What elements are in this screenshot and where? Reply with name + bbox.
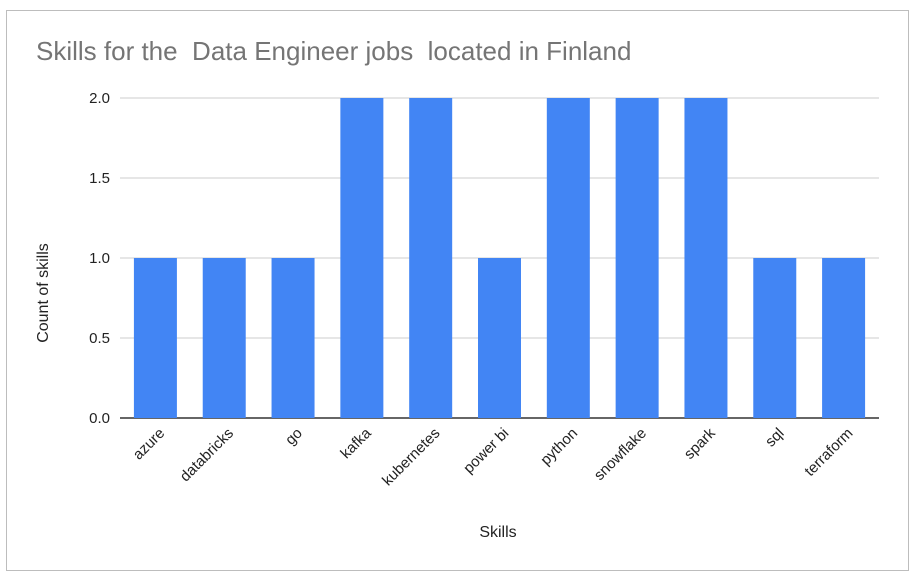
bar-databricks [202, 258, 246, 418]
y-tick-label: 0.5 [89, 330, 110, 347]
bar-python [546, 98, 590, 418]
x-tick-label: snowflake [591, 425, 650, 484]
bar-sql [753, 258, 797, 418]
x-tick-label: terraform [801, 425, 856, 480]
bar-spark [684, 98, 728, 418]
bar-kubernetes [409, 98, 453, 418]
y-tick-labels: 0.0 0.5 1.0 1.5 2.0 [89, 90, 110, 427]
bar-azure [133, 258, 177, 418]
x-axis-label: Skills [479, 524, 516, 541]
x-tick-label: kubernetes [379, 425, 444, 490]
x-tick-labels: azure databricks go kafka kubernetes power bi… [130, 424, 857, 489]
x-tick-label: go [282, 425, 306, 449]
x-tick-label: databricks [177, 425, 237, 485]
y-axis-label: Count of skills [35, 243, 52, 343]
x-tick-label: power bi [460, 425, 512, 477]
x-tick-label: python [537, 425, 581, 469]
x-tick-label: sql [762, 425, 788, 451]
y-tick-label: 1.0 [89, 250, 110, 267]
bar-go [271, 258, 315, 418]
bar-power-bi [478, 258, 521, 418]
x-tick-label: azure [130, 425, 169, 464]
y-tick-label: 2.0 [89, 90, 110, 107]
bar-terraform [822, 258, 866, 418]
bars [133, 98, 866, 418]
chart-title: Skills for the Data Engineer jobs locate… [36, 36, 632, 66]
bar-snowflake [615, 98, 659, 418]
y-tick-label: 0.0 [89, 410, 110, 427]
x-tick-label: spark [681, 424, 719, 462]
y-tick-label: 1.5 [89, 170, 110, 187]
bar-kafka [340, 98, 384, 418]
x-tick-label: kafka [337, 424, 375, 462]
